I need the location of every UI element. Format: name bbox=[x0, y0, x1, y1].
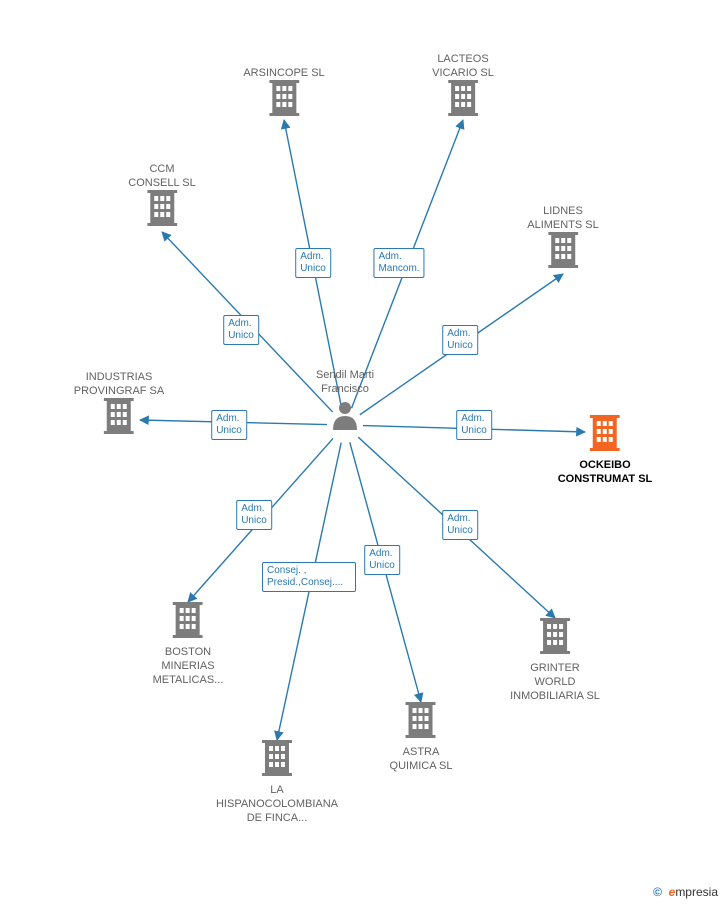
center-person-label: Sendil Marti Francisco bbox=[316, 368, 374, 396]
edge-label-ockeibo: Adm. Unico bbox=[456, 410, 492, 440]
company-label: LA HISPANOCOLOMBIANA DE FINCA... bbox=[216, 783, 338, 825]
company-node-grinter[interactable]: GRINTER WORLD INMOBILIARIA SL bbox=[510, 618, 600, 703]
company-label: ARSINCOPE SL bbox=[243, 66, 324, 80]
company-node-industrias[interactable]: INDUSTRIAS PROVINGRAF SA bbox=[74, 368, 164, 439]
edge-label-la_hisp: Consej. , Presid.,Consej.... bbox=[262, 562, 356, 592]
company-label: BOSTON MINERIAS METALICAS... bbox=[153, 645, 224, 687]
footer-attribution: © empresia bbox=[653, 885, 718, 899]
company-node-boston[interactable]: BOSTON MINERIAS METALICAS... bbox=[153, 602, 224, 687]
building-icon bbox=[448, 80, 478, 121]
brand-rest: mpresia bbox=[675, 885, 718, 899]
company-label: ASTRA QUIMICA SL bbox=[390, 745, 453, 773]
building-icon bbox=[590, 415, 620, 456]
edge-label-ccm: Adm. Unico bbox=[223, 315, 259, 345]
edge-label-lacteos: Adm. Mancom. bbox=[373, 248, 424, 278]
company-label: INDUSTRIAS PROVINGRAF SA bbox=[74, 370, 164, 398]
company-node-ccm[interactable]: CCM CONSELL SL bbox=[128, 160, 195, 231]
company-node-ockeibo[interactable]: OCKEIBO CONSTRUMAT SL bbox=[558, 415, 653, 486]
building-icon bbox=[548, 232, 578, 273]
company-label: GRINTER WORLD INMOBILIARIA SL bbox=[510, 661, 600, 703]
company-node-astra[interactable]: ASTRA QUIMICA SL bbox=[390, 702, 453, 773]
building-icon bbox=[269, 80, 299, 121]
company-label: LIDNES ALIMENTS SL bbox=[527, 204, 599, 232]
edge-label-lidnes: Adm. Unico bbox=[442, 325, 478, 355]
building-icon bbox=[540, 618, 570, 659]
person-icon bbox=[331, 400, 359, 435]
company-node-la_hisp[interactable]: LA HISPANOCOLOMBIANA DE FINCA... bbox=[216, 740, 338, 825]
edge-label-grinter: Adm. Unico bbox=[442, 510, 478, 540]
company-node-arsincope[interactable]: ARSINCOPE SL bbox=[243, 64, 324, 121]
edge-label-boston: Adm. Unico bbox=[236, 500, 272, 530]
company-label: LACTEOS VICARIO SL bbox=[432, 52, 494, 80]
company-label: OCKEIBO CONSTRUMAT SL bbox=[558, 458, 653, 486]
building-icon bbox=[147, 190, 177, 231]
building-icon bbox=[262, 740, 292, 781]
building-icon bbox=[173, 602, 203, 643]
edge-label-astra: Adm. Unico bbox=[364, 545, 400, 575]
center-person-node[interactable] bbox=[331, 400, 359, 435]
building-icon bbox=[406, 702, 436, 743]
building-icon bbox=[104, 398, 134, 439]
copyright-symbol: © bbox=[653, 885, 662, 899]
edge-label-arsincope: Adm. Unico bbox=[295, 248, 331, 278]
company-node-lidnes[interactable]: LIDNES ALIMENTS SL bbox=[527, 202, 599, 273]
edge-label-industrias: Adm. Unico bbox=[211, 410, 247, 440]
company-node-lacteos[interactable]: LACTEOS VICARIO SL bbox=[432, 50, 494, 121]
company-label: CCM CONSELL SL bbox=[128, 162, 195, 190]
